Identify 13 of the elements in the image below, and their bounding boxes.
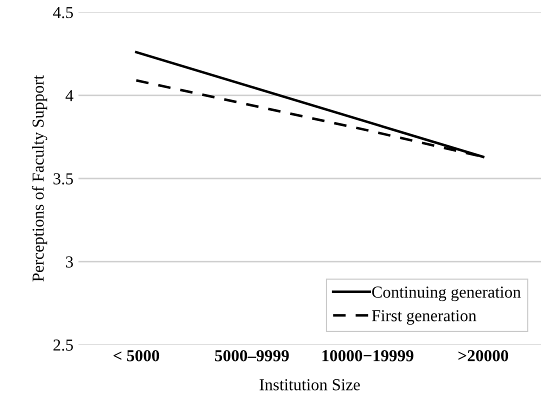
x-tick-label: < 5000 (114, 350, 160, 362)
x-axis-title: Institution Size (260, 379, 360, 390)
y-tick-label: 4.5 (53, 7, 73, 18)
x-tick-label: >20000 (458, 350, 508, 362)
y-axis-title: Perceptions of Faculty Support (32, 75, 48, 282)
x-tick-label: 5000–9999 (215, 350, 289, 362)
y-tick-label: 2.5 (53, 340, 73, 351)
legend-label: First generation (372, 310, 476, 325)
x-tick-label: 10000−19999 (322, 350, 414, 362)
legend-label: Continuing generation (372, 286, 521, 302)
y-tick-label: 3.5 (54, 173, 73, 185)
y-tick-label: 4 (66, 90, 74, 102)
y-tick-label: 3 (66, 256, 73, 268)
